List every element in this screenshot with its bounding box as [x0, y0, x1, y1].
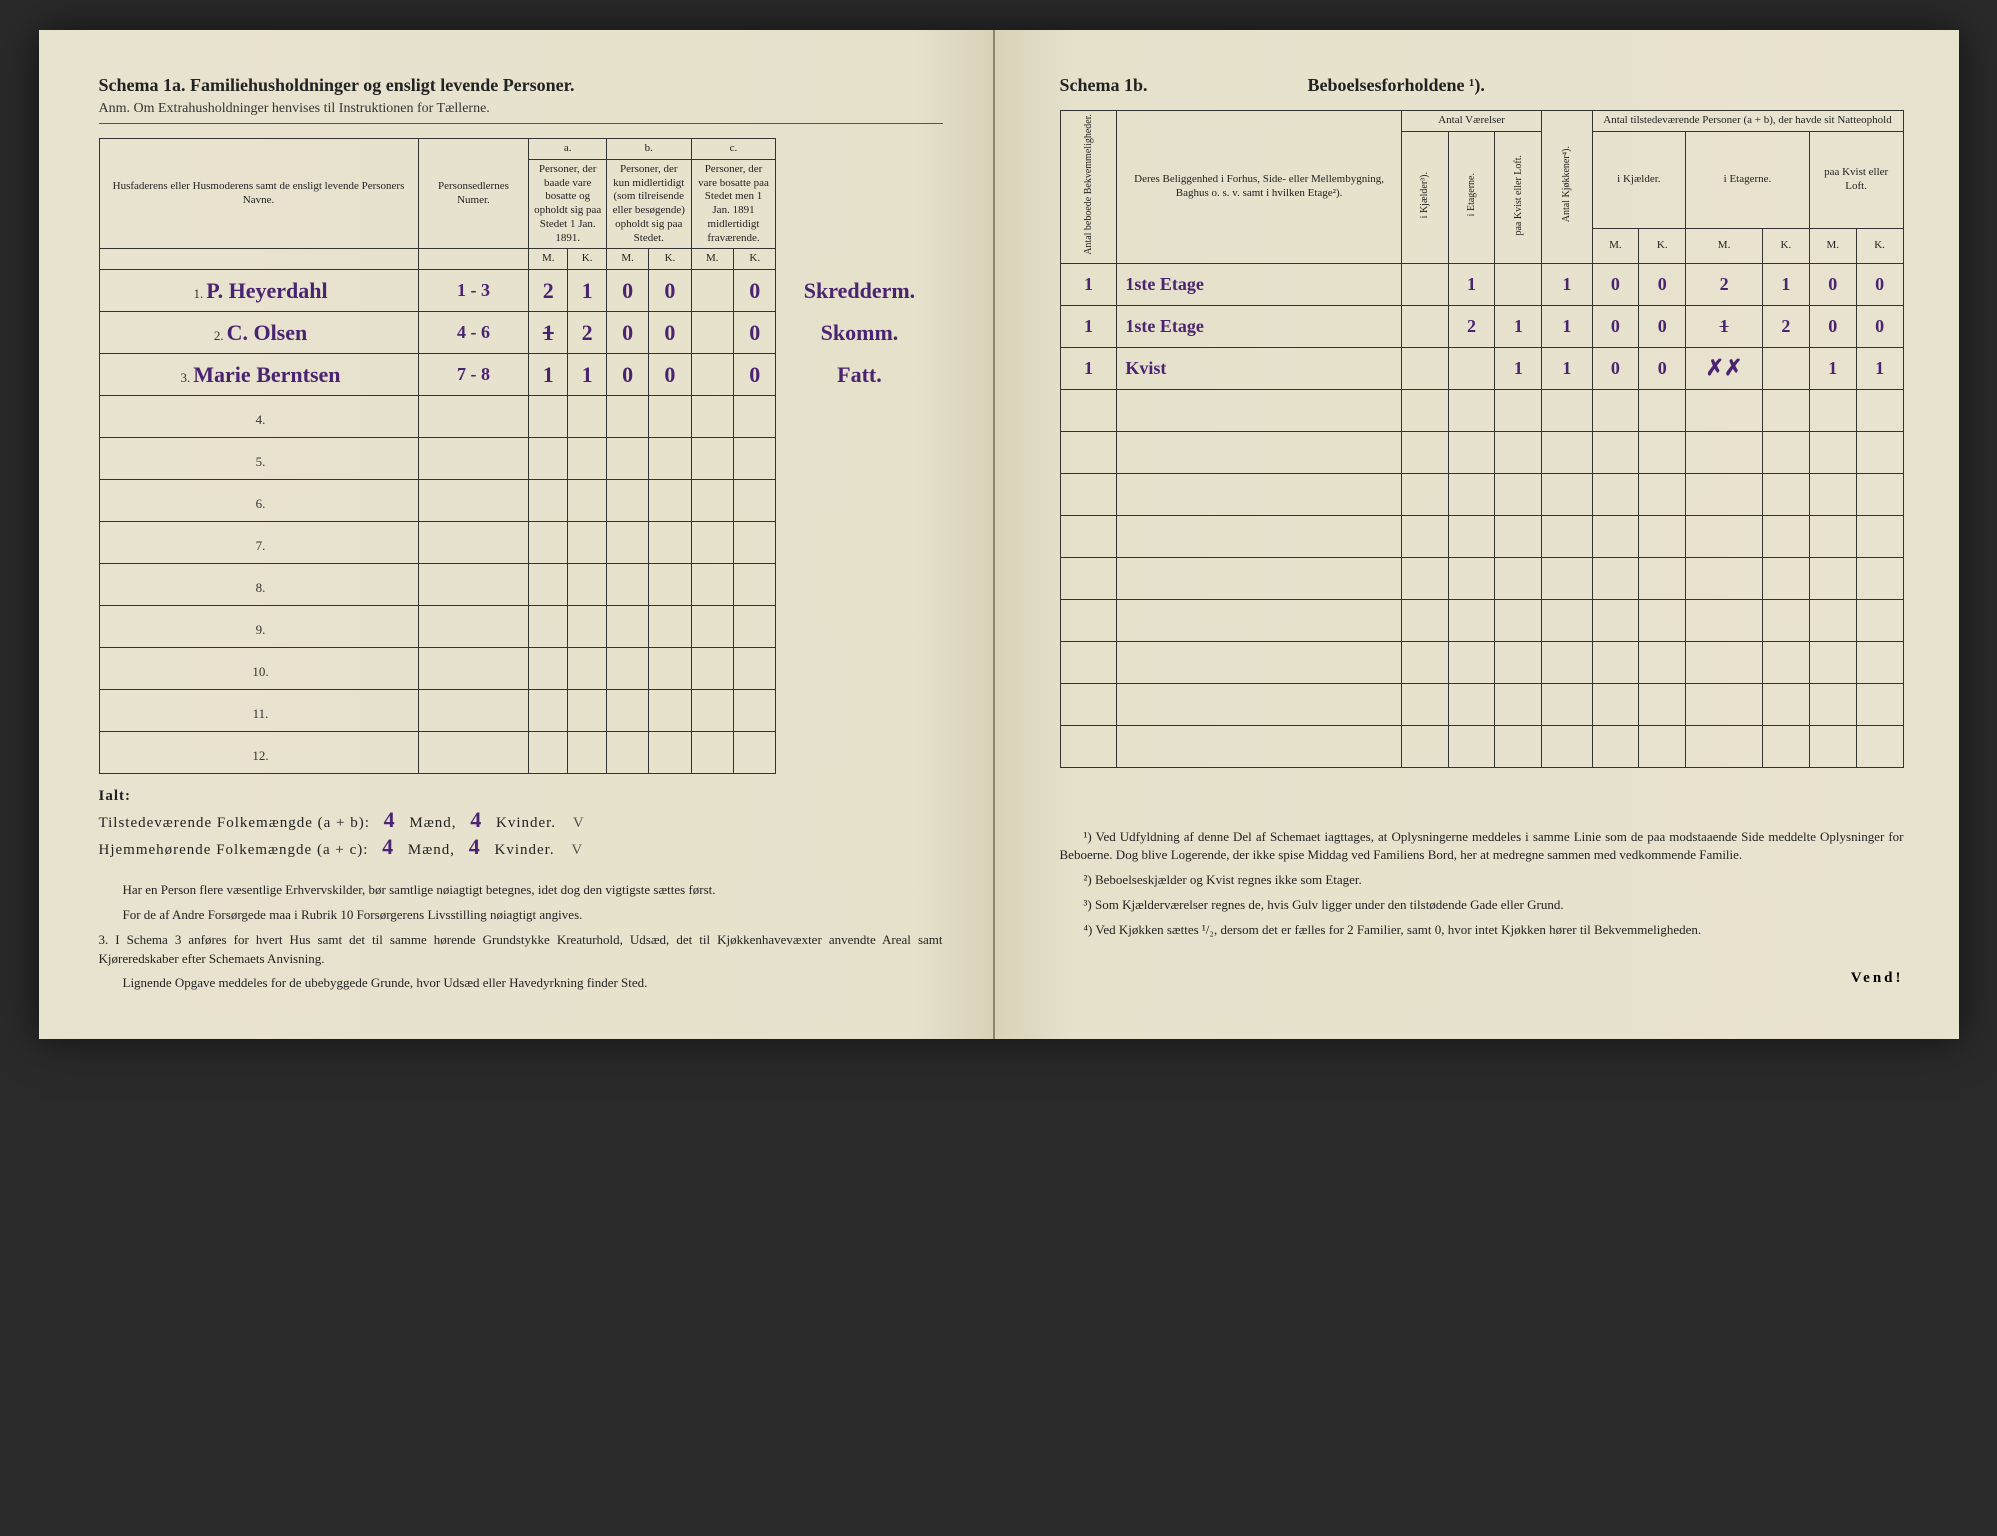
table-row [1060, 473, 1903, 515]
table-row: 11. [99, 690, 943, 732]
schema-1a-subtitle: Anm. Om Extrahusholdninger henvises til … [99, 101, 943, 124]
schema-1b-table: Antal beboede Bekvemmeligheder. Deres Be… [1060, 110, 1904, 768]
table-row: 7. [99, 522, 943, 564]
table-row: 9. [99, 606, 943, 648]
table-row [1060, 389, 1903, 431]
table-row [1060, 431, 1903, 473]
header-a: Personer, der baade vare bosatte og opho… [529, 159, 607, 249]
totals-block: Ialt: Tilstedeværende Folkemængde (a + b… [99, 788, 943, 859]
table-row: 5. [99, 438, 943, 480]
table-row [1060, 515, 1903, 557]
right-page: Schema 1b. Beboelsesforholdene ¹). Antal… [995, 30, 1959, 1039]
table-row: 11ste Etage211001200 [1060, 305, 1903, 347]
table-row: 10. [99, 648, 943, 690]
header-c-top: c. [691, 139, 776, 160]
table-row: 11ste Etage11002100 [1060, 263, 1903, 305]
header-name: Husfaderens eller Husmoderens samt de en… [99, 139, 418, 249]
header-b-top: b. [607, 139, 692, 160]
table-row: 8. [99, 564, 943, 606]
table-row: 6. [99, 480, 943, 522]
table-row [1060, 641, 1903, 683]
table-row: 2. C. Olsen4 - 612000Skomm. [99, 312, 943, 354]
schema-1a-table: Husfaderens eller Husmoderens samt de en… [99, 138, 943, 774]
header-pers: Antal tilstedeværende Personer (a + b), … [1592, 111, 1903, 132]
header-c: Personer, der vare bosatte paa Stedet me… [691, 159, 776, 249]
schema-1a-title: Schema 1a. Familiehusholdninger og ensli… [99, 75, 943, 96]
header-belig: Deres Beliggenhed i Forhus, Side- eller … [1117, 111, 1401, 264]
vend-label: Vend! [1060, 970, 1904, 987]
table-row: 4. [99, 396, 943, 438]
header-a-top: a. [529, 139, 607, 160]
table-row: 1. P. Heyerdahl1 - 321000Skredderm. [99, 270, 943, 312]
header-vaer: Antal Værelser [1401, 111, 1542, 132]
header-b: Personer, der kun midlertidigt (som tilr… [607, 159, 692, 249]
right-notes: ¹) Ved Udfyldning af denne Del af Schema… [1060, 828, 1904, 940]
left-notes: Har en Person flere væsentlige Erhvervsk… [99, 881, 943, 993]
table-row: 12. [99, 732, 943, 774]
table-row [1060, 725, 1903, 767]
table-row: 3. Marie Berntsen7 - 811000Fatt. [99, 354, 943, 396]
schema-1b-title: Schema 1b. [1060, 75, 1148, 96]
header-bekv: Antal beboede Bekvemmeligheder. [1083, 114, 1094, 255]
header-kjok: Antal Kjøkkener⁴). [1561, 146, 1572, 222]
table-row: 1Kvist1100✗✗11 [1060, 347, 1903, 389]
table-row [1060, 557, 1903, 599]
header-num: Personsedlernes Numer. [418, 139, 529, 249]
table-row [1060, 683, 1903, 725]
schema-1b-subtitle: Beboelsesforholdene ¹). [1308, 75, 1485, 96]
left-page: Schema 1a. Familiehusholdninger og ensli… [39, 30, 995, 1039]
table-row [1060, 599, 1903, 641]
